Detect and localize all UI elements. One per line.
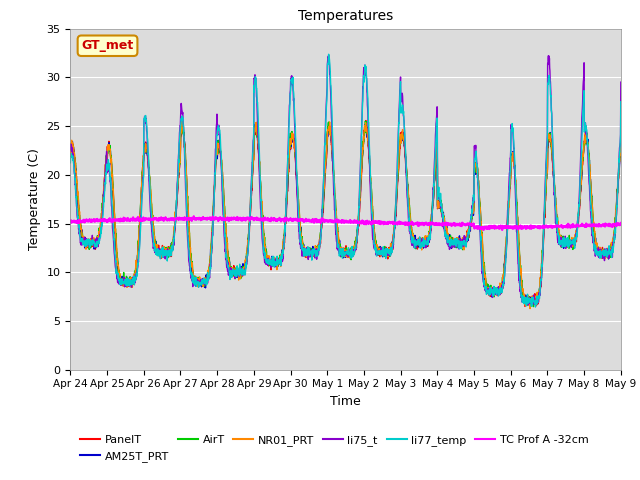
AM25T_PRT <box>584 136 592 142</box>
NR01_PRT <box>374 245 381 251</box>
NR01_PRT <box>220 201 228 207</box>
AM25T_PRT <box>362 124 369 130</box>
TC Prof A -32cm <box>67 218 74 224</box>
TC Prof A -32cm <box>506 225 514 231</box>
AM25T_PRT <box>67 150 74 156</box>
NR01_PRT <box>617 152 625 158</box>
Y-axis label: Temperature (C): Temperature (C) <box>28 148 41 250</box>
TC Prof A -32cm <box>480 227 488 233</box>
TC Prof A -32cm <box>220 216 228 222</box>
li75_t <box>220 225 228 231</box>
NR01_PRT <box>362 120 369 126</box>
NR01_PRT <box>506 186 513 192</box>
AM25T_PRT <box>528 302 536 308</box>
AM25T_PRT <box>569 240 577 246</box>
Line: PanelT: PanelT <box>70 120 621 306</box>
li77_temp <box>220 214 228 219</box>
PanelT <box>220 199 228 205</box>
li77_temp <box>362 67 369 73</box>
AM25T_PRT <box>617 150 625 156</box>
li75_t <box>374 251 381 256</box>
PanelT <box>506 189 513 195</box>
TC Prof A -32cm <box>584 222 592 228</box>
li75_t <box>617 79 625 85</box>
PanelT <box>617 153 625 158</box>
li77_temp <box>325 51 333 57</box>
AirT <box>220 193 228 199</box>
PanelT <box>67 154 74 159</box>
TC Prof A -32cm <box>362 220 369 226</box>
li77_temp <box>374 249 381 255</box>
PanelT <box>521 303 529 309</box>
AM25T_PRT <box>374 249 381 255</box>
Line: li77_temp: li77_temp <box>70 54 621 307</box>
li75_t <box>67 143 74 149</box>
li75_t <box>362 67 369 73</box>
li77_temp <box>569 237 577 242</box>
Text: GT_met: GT_met <box>81 39 134 52</box>
li77_temp <box>584 142 592 148</box>
li77_temp <box>67 160 74 166</box>
Line: TC Prof A -32cm: TC Prof A -32cm <box>70 216 621 230</box>
li77_temp <box>532 304 540 310</box>
li77_temp <box>506 180 513 186</box>
NR01_PRT <box>569 244 577 250</box>
AirT <box>617 149 625 155</box>
TC Prof A -32cm <box>617 220 625 226</box>
TC Prof A -32cm <box>374 220 381 226</box>
AirT <box>362 118 369 124</box>
AirT <box>374 247 381 252</box>
li77_temp <box>617 99 625 105</box>
PanelT <box>362 126 369 132</box>
AM25T_PRT <box>220 196 228 202</box>
Title: Temperatures: Temperatures <box>298 10 393 24</box>
X-axis label: Time: Time <box>330 395 361 408</box>
NR01_PRT <box>67 148 74 154</box>
TC Prof A -32cm <box>569 221 577 227</box>
Line: AM25T_PRT: AM25T_PRT <box>70 122 621 305</box>
NR01_PRT <box>526 306 534 312</box>
AirT <box>67 148 74 154</box>
AirT <box>584 141 592 146</box>
Line: li75_t: li75_t <box>70 55 621 305</box>
AirT <box>569 238 577 244</box>
PanelT <box>584 143 592 149</box>
Line: NR01_PRT: NR01_PRT <box>70 121 621 309</box>
li75_t <box>569 240 577 246</box>
Legend: PanelT, AM25T_PRT, AirT, NR01_PRT, li75_t, li77_temp, TC Prof A -32cm: PanelT, AM25T_PRT, AirT, NR01_PRT, li75_… <box>76 431 593 466</box>
li75_t <box>584 151 592 157</box>
li75_t <box>325 52 333 58</box>
AirT <box>362 121 369 127</box>
TC Prof A -32cm <box>190 213 198 219</box>
PanelT <box>362 118 370 123</box>
AirT <box>506 182 513 188</box>
li75_t <box>524 302 532 308</box>
NR01_PRT <box>584 143 592 148</box>
PanelT <box>374 244 381 250</box>
AM25T_PRT <box>362 119 370 125</box>
NR01_PRT <box>178 118 186 124</box>
PanelT <box>569 240 577 246</box>
AM25T_PRT <box>506 186 513 192</box>
li75_t <box>506 169 513 175</box>
AirT <box>529 304 537 310</box>
Line: AirT: AirT <box>70 121 621 307</box>
